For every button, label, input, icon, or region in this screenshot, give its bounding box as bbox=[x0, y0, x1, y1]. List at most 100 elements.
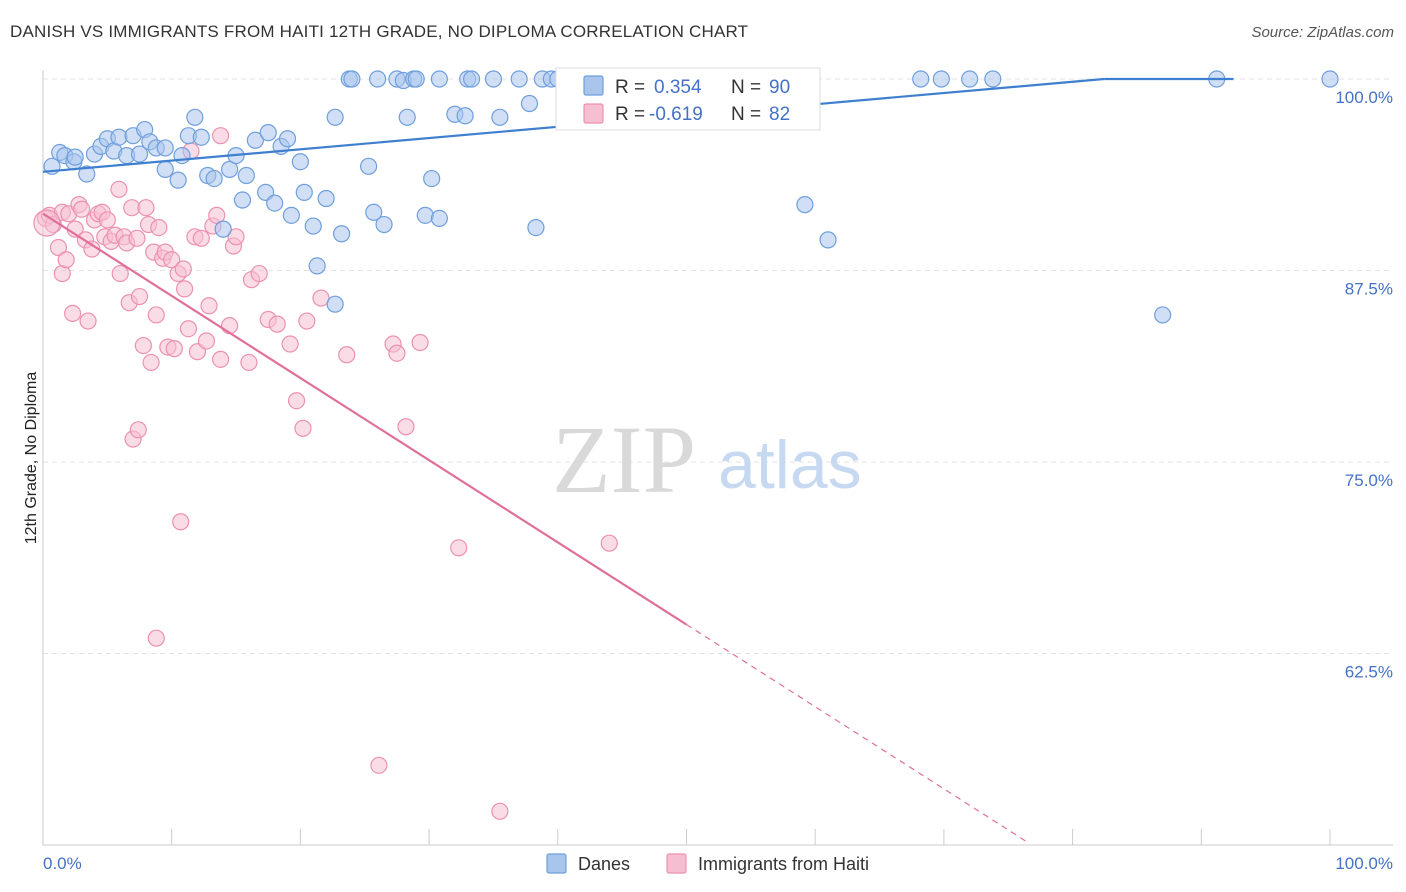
trend-line-immigrants-from-haiti-extrapolated bbox=[686, 624, 1028, 843]
gridlines bbox=[43, 78, 1393, 654]
point-danes bbox=[416, 206, 434, 224]
legend-swatch-haiti bbox=[583, 103, 604, 124]
point-danes bbox=[214, 220, 232, 238]
point-immigrants-from-haiti bbox=[111, 264, 129, 283]
legend-n-value-danes: 90 bbox=[769, 77, 790, 98]
point-immigrants-from-haiti bbox=[600, 534, 618, 552]
point-danes bbox=[295, 183, 313, 201]
point-danes bbox=[1154, 306, 1172, 324]
point-danes bbox=[796, 196, 814, 214]
trend-line-immigrants-from-haiti bbox=[42, 212, 688, 626]
top-legend: R = 0.354 N = 90 R = -0.619 N = 82 bbox=[555, 67, 821, 131]
point-immigrants-from-haiti bbox=[179, 320, 198, 338]
point-immigrants-from-haiti bbox=[137, 199, 155, 217]
point-immigrants-from-haiti bbox=[450, 539, 468, 557]
point-danes bbox=[365, 203, 383, 221]
x-tick-label-max: 100.0% bbox=[1335, 854, 1393, 873]
point-immigrants-from-haiti bbox=[174, 260, 192, 278]
point-immigrants-from-haiti bbox=[200, 297, 218, 315]
point-cluster-origin bbox=[33, 209, 61, 237]
point-immigrants-from-haiti bbox=[79, 312, 97, 330]
bottom-legend: Danes Immigrants from Haiti bbox=[546, 853, 869, 874]
point-danes bbox=[110, 128, 128, 146]
point-immigrants-from-haiti bbox=[128, 229, 146, 247]
point-immigrants-from-haiti bbox=[147, 306, 165, 324]
point-danes bbox=[278, 130, 297, 148]
point-immigrants-from-haiti bbox=[150, 219, 168, 237]
point-immigrants-from-haiti bbox=[240, 353, 258, 372]
point-immigrants-from-haiti bbox=[49, 238, 68, 257]
point-immigrants-from-haiti bbox=[298, 312, 316, 330]
point-immigrants-from-haiti bbox=[57, 251, 75, 269]
watermark-zip: ZIP bbox=[552, 406, 696, 513]
point-danes bbox=[819, 231, 837, 249]
bottom-legend-label-danes: Danes bbox=[578, 854, 630, 874]
point-danes bbox=[282, 206, 300, 224]
y-tick-labels: 62.5% 75.0% 87.5% 100.0% bbox=[1335, 88, 1393, 682]
point-danes bbox=[326, 108, 344, 126]
points-immigrants-from-haiti bbox=[36, 127, 618, 820]
y-tick-label: 62.5% bbox=[1345, 663, 1393, 682]
x-tick-label-min: 0.0% bbox=[43, 854, 82, 873]
point-danes bbox=[912, 70, 930, 88]
point-danes bbox=[932, 70, 950, 88]
legend-r-value-danes: 0.354 bbox=[654, 77, 702, 98]
point-danes bbox=[156, 139, 174, 157]
point-immigrants-from-haiti bbox=[142, 353, 160, 372]
chart-title: DANISH VS IMMIGRANTS FROM HAITI 12TH GRA… bbox=[10, 22, 749, 41]
legend-n-value-haiti: 82 bbox=[769, 104, 790, 125]
point-danes bbox=[398, 108, 416, 126]
axes bbox=[42, 70, 1393, 846]
point-danes bbox=[430, 70, 448, 88]
point-danes bbox=[156, 160, 174, 178]
point-danes bbox=[266, 194, 284, 212]
point-danes bbox=[961, 70, 979, 88]
point-immigrants-from-haiti bbox=[338, 346, 356, 364]
point-immigrants-from-haiti bbox=[411, 333, 429, 352]
point-danes bbox=[192, 128, 210, 146]
point-danes bbox=[186, 108, 204, 126]
point-immigrants-from-haiti bbox=[172, 513, 190, 531]
y-tick-label: 87.5% bbox=[1345, 280, 1393, 299]
legend-n-label-danes: N = bbox=[731, 77, 761, 98]
point-immigrants-from-haiti bbox=[294, 419, 312, 437]
point-immigrants-from-haiti bbox=[212, 350, 230, 368]
point-danes bbox=[360, 157, 378, 175]
point-danes bbox=[375, 215, 393, 234]
point-immigrants-from-haiti bbox=[281, 335, 299, 353]
bottom-legend-label-haiti: Immigrants from Haiti bbox=[698, 854, 869, 874]
point-danes bbox=[291, 153, 309, 171]
point-immigrants-from-haiti bbox=[370, 756, 388, 774]
x-tick-labels: 0.0% 100.0% bbox=[43, 854, 1393, 873]
point-immigrants-from-haiti bbox=[73, 200, 91, 218]
point-immigrants-from-haiti bbox=[110, 180, 128, 198]
point-immigrants-from-haiti bbox=[312, 289, 330, 307]
point-immigrants-from-haiti bbox=[250, 264, 268, 283]
legend-n-label-haiti: N = bbox=[731, 104, 761, 125]
point-danes bbox=[984, 70, 1002, 88]
point-danes bbox=[233, 191, 252, 209]
point-danes bbox=[246, 131, 264, 149]
point-danes bbox=[491, 108, 509, 126]
point-immigrants-from-haiti bbox=[163, 251, 181, 269]
point-danes bbox=[484, 70, 503, 88]
point-immigrants-from-haiti bbox=[165, 340, 183, 358]
point-immigrants-from-haiti bbox=[130, 287, 149, 306]
point-danes bbox=[221, 160, 239, 178]
point-danes bbox=[430, 209, 448, 228]
point-immigrants-from-haiti bbox=[491, 802, 509, 820]
point-immigrants-from-haiti bbox=[268, 315, 286, 333]
point-immigrants-from-haiti bbox=[192, 229, 210, 247]
point-danes bbox=[308, 257, 326, 275]
point-danes bbox=[1321, 70, 1339, 88]
point-danes bbox=[317, 189, 335, 208]
point-danes bbox=[456, 107, 474, 125]
point-danes bbox=[423, 169, 441, 188]
point-danes bbox=[510, 70, 528, 88]
point-immigrants-from-haiti bbox=[208, 206, 226, 224]
point-danes bbox=[259, 124, 277, 142]
point-danes bbox=[407, 70, 425, 88]
point-immigrants-from-haiti bbox=[197, 332, 216, 350]
point-danes bbox=[205, 169, 223, 188]
